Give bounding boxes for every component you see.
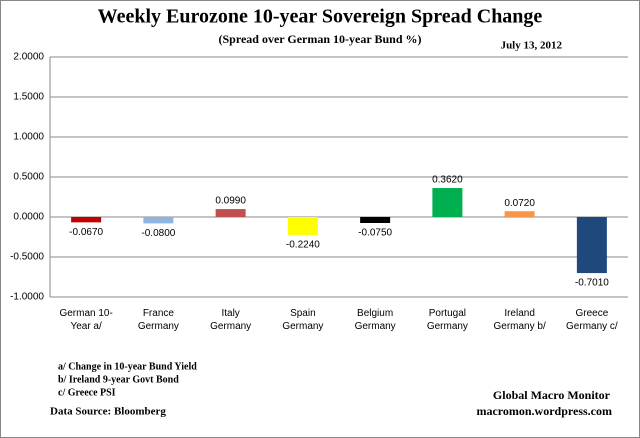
bar: [71, 217, 102, 223]
footnote: b/ Ireland 9-year Govt Bond: [58, 374, 179, 385]
y-tick-label: -0.5000: [10, 252, 44, 263]
chart-title: Weekly Eurozone 10-year Sovereign Spread…: [98, 6, 543, 28]
bar: [360, 217, 391, 223]
bar: [287, 217, 318, 235]
x-tick-label: Greece Germany c/: [566, 308, 618, 332]
value-label: 0.0990: [215, 196, 246, 207]
value-label: -0.0670: [69, 227, 103, 238]
x-tick-label: Ireland Germany b/: [494, 308, 546, 332]
y-tick-label: 2.0000: [13, 52, 44, 63]
value-label: -0.0800: [141, 228, 175, 239]
value-label: -0.2240: [286, 240, 320, 251]
y-tick-label: 0.0000: [13, 212, 44, 223]
bar: [504, 211, 535, 217]
footnote: a/ Change in 10-year Bund Yield: [58, 361, 197, 372]
value-label: -0.0750: [358, 228, 392, 239]
chart-subtitle: (Spread over German 10-year Bund %): [219, 32, 422, 46]
x-tick-label: Belgium Germany: [355, 308, 396, 332]
bar: [143, 217, 174, 224]
value-label: -0.7010: [575, 278, 609, 289]
chart-date: July 13, 2012: [501, 40, 563, 52]
credit: Global Macro Monitor: [493, 388, 611, 402]
value-label: 0.0720: [504, 198, 535, 209]
x-tick-label: German 10-Year a/: [59, 308, 112, 332]
x-tick-label: Italy Germany: [210, 308, 251, 332]
x-tick-label: Spain Germany: [282, 308, 323, 332]
value-label: 0.3620: [432, 175, 463, 186]
y-tick-label: 0.5000: [13, 172, 44, 183]
bar: [215, 209, 246, 217]
bar: [432, 188, 463, 217]
footnote: c/ Greece PSI: [58, 387, 116, 398]
x-tick-label: Portugal Germany: [427, 308, 468, 332]
bar: [576, 217, 607, 274]
y-tick-label: 1.0000: [13, 132, 44, 143]
y-tick-label: -1.0000: [10, 292, 44, 303]
y-tick-label: 1.5000: [13, 92, 44, 103]
x-tick-label: France Germany: [138, 308, 179, 332]
source: Data Source: Bloomberg: [50, 406, 166, 418]
credit: macromon.wordpress.com: [476, 404, 612, 418]
